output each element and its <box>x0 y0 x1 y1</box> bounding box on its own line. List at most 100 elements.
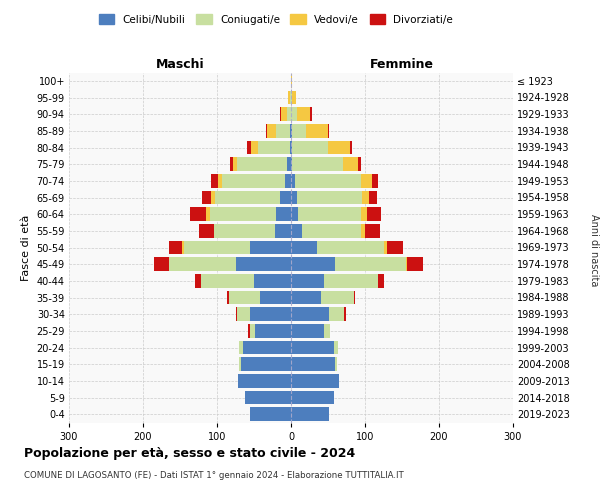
Bar <box>329 308 344 321</box>
Bar <box>251 140 259 154</box>
Bar <box>287 108 291 121</box>
Bar <box>199 224 214 237</box>
Bar <box>291 274 325 287</box>
Bar <box>229 290 260 304</box>
Bar <box>290 90 291 104</box>
Bar <box>291 208 298 221</box>
Bar <box>291 258 335 271</box>
Bar <box>361 208 367 221</box>
Bar <box>214 224 275 237</box>
Bar <box>266 124 268 138</box>
Text: Anni di nascita: Anni di nascita <box>589 214 599 286</box>
Bar <box>250 240 291 254</box>
Bar <box>291 74 292 88</box>
Bar <box>387 240 403 254</box>
Bar <box>276 208 291 221</box>
Bar <box>235 308 237 321</box>
Bar <box>291 108 297 121</box>
Bar <box>290 124 291 138</box>
Bar <box>276 124 290 138</box>
Bar <box>297 190 362 204</box>
Bar <box>190 208 206 221</box>
Y-axis label: Fasce di età: Fasce di età <box>21 214 31 280</box>
Bar <box>202 190 211 204</box>
Bar <box>290 140 291 154</box>
Bar <box>247 140 251 154</box>
Bar <box>243 340 291 354</box>
Bar <box>361 174 373 188</box>
Bar <box>291 174 295 188</box>
Bar <box>182 240 184 254</box>
Text: COMUNE DI LAGOSANTO (FE) - Dati ISTAT 1° gennaio 2024 - Elaborazione TUTTITALIA.: COMUNE DI LAGOSANTO (FE) - Dati ISTAT 1°… <box>24 471 404 480</box>
Text: Maschi: Maschi <box>155 58 205 71</box>
Bar <box>292 140 328 154</box>
Bar <box>154 258 169 271</box>
Bar <box>291 90 292 104</box>
Bar <box>268 124 276 138</box>
Bar <box>248 324 250 338</box>
Bar <box>245 390 291 404</box>
Bar <box>291 124 292 138</box>
Bar <box>239 358 241 371</box>
Bar <box>291 140 292 154</box>
Bar <box>288 90 290 104</box>
Bar <box>377 274 383 287</box>
Bar <box>407 258 424 271</box>
Bar <box>254 274 291 287</box>
Bar <box>195 274 201 287</box>
Bar <box>373 174 379 188</box>
Text: Popolazione per età, sesso e stato civile - 2024: Popolazione per età, sesso e stato civil… <box>24 448 355 460</box>
Bar <box>361 224 365 237</box>
Bar <box>292 124 306 138</box>
Bar <box>310 108 312 121</box>
Bar <box>291 358 335 371</box>
Bar <box>281 108 287 121</box>
Bar <box>365 224 380 237</box>
Bar <box>291 408 329 421</box>
Bar <box>297 108 310 121</box>
Bar <box>227 290 229 304</box>
Bar <box>292 158 343 171</box>
Bar <box>325 324 330 338</box>
Bar <box>241 358 291 371</box>
Bar <box>287 158 291 171</box>
Bar <box>184 240 250 254</box>
Bar <box>328 140 350 154</box>
Bar <box>362 190 370 204</box>
Bar <box>275 224 291 237</box>
Bar <box>291 190 297 204</box>
Bar <box>250 324 256 338</box>
Bar <box>358 158 361 171</box>
Bar <box>233 158 237 171</box>
Bar <box>320 290 354 304</box>
Bar <box>291 308 329 321</box>
Bar <box>238 374 291 388</box>
Bar <box>291 158 292 171</box>
Bar <box>291 390 334 404</box>
Bar <box>211 174 218 188</box>
Bar <box>260 290 291 304</box>
Bar <box>295 174 361 188</box>
Bar <box>291 224 302 237</box>
Bar <box>328 124 329 138</box>
Bar <box>237 158 287 171</box>
Bar <box>239 340 243 354</box>
Bar <box>335 258 406 271</box>
Bar <box>235 258 291 271</box>
Bar <box>343 158 358 171</box>
Bar <box>292 90 296 104</box>
Text: Femmine: Femmine <box>370 58 434 71</box>
Bar <box>325 274 377 287</box>
Bar <box>250 408 291 421</box>
Bar <box>317 240 383 254</box>
Bar <box>169 240 182 254</box>
Bar <box>222 174 285 188</box>
Bar <box>354 290 355 304</box>
Bar <box>291 340 334 354</box>
Bar <box>367 208 380 221</box>
Bar <box>350 140 352 154</box>
Bar <box>298 208 361 221</box>
Bar <box>256 324 291 338</box>
Bar <box>280 108 281 121</box>
Bar <box>169 258 235 271</box>
